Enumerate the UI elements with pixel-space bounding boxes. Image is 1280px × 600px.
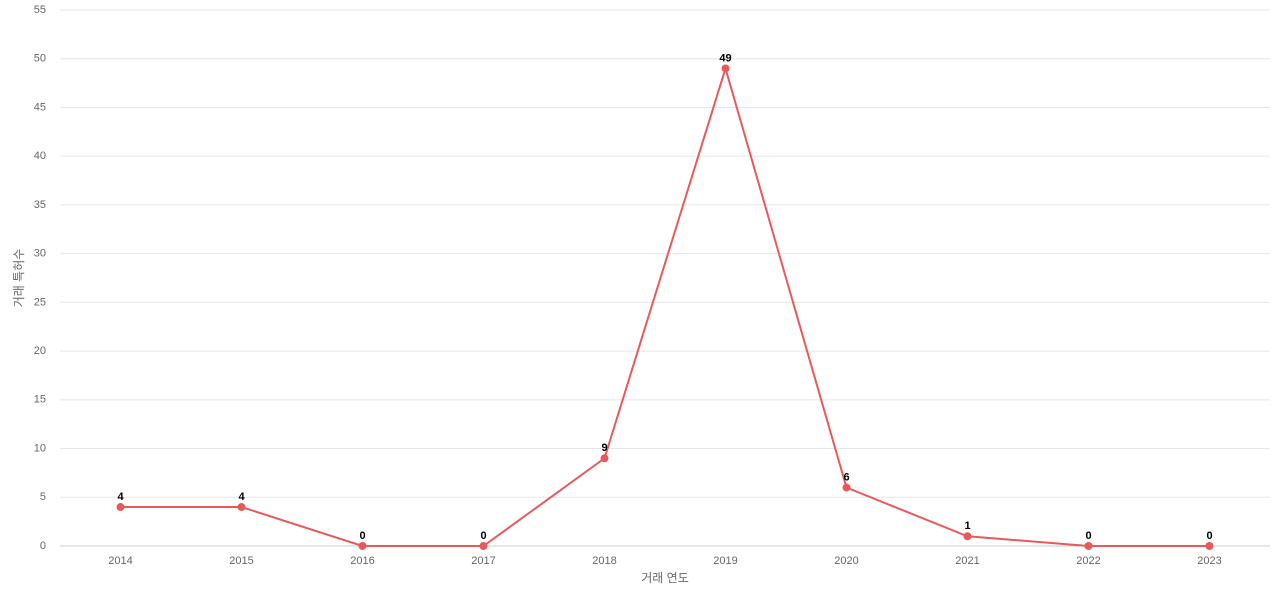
- y-tick-label: 5: [40, 491, 46, 503]
- value-label: 0: [1206, 530, 1212, 542]
- x-tick-label: 2018: [592, 555, 616, 567]
- y-tick-label: 40: [34, 150, 46, 162]
- point: [1084, 542, 1093, 550]
- x-tick-label: 2015: [229, 555, 253, 567]
- point: [237, 503, 246, 512]
- x-tick-label: 2016: [350, 555, 374, 567]
- value-label: 6: [843, 471, 849, 483]
- x-tick-label: 2019: [713, 555, 737, 567]
- point: [600, 454, 609, 463]
- y-tick-label: 15: [34, 394, 46, 406]
- y-tick-label: 30: [34, 248, 46, 260]
- x-tick-label: 2020: [834, 555, 858, 567]
- point: [116, 503, 125, 512]
- y-tick-label: 20: [34, 345, 46, 357]
- value-label: 4: [117, 491, 124, 503]
- value-label: 9: [601, 442, 607, 454]
- line: [120, 64, 1210, 547]
- value-label: 0: [359, 530, 365, 542]
- value-label: 4: [238, 491, 245, 503]
- value-label: 0: [480, 530, 486, 542]
- x-tick-label: 2017: [471, 555, 495, 567]
- x-tick-label: 2014: [108, 555, 132, 567]
- y-tick-label: 25: [34, 296, 46, 308]
- y-tick-label: 50: [34, 53, 46, 65]
- point: [842, 483, 851, 492]
- y-tick-label: 45: [34, 101, 46, 113]
- point: [963, 532, 972, 541]
- x-tick-label: 2021: [955, 555, 979, 567]
- point: [479, 542, 488, 550]
- point: [1205, 542, 1214, 550]
- value-label: 49: [719, 52, 731, 64]
- y-tick-label: 10: [34, 442, 46, 454]
- x-tick-label: 2022: [1076, 555, 1100, 567]
- value-label: 0: [1085, 530, 1091, 542]
- value-label: 1: [964, 520, 970, 532]
- y-tick-label: 0: [40, 540, 46, 552]
- y-tick-label: 55: [34, 4, 46, 16]
- point: [721, 64, 730, 73]
- x-tick-label: 2023: [1197, 555, 1221, 567]
- y-axis-label: 거래 특허수: [12, 249, 26, 308]
- point: [358, 542, 367, 550]
- x-axis-label: 거래 연도: [641, 571, 689, 585]
- y-tick-label: 35: [34, 199, 46, 211]
